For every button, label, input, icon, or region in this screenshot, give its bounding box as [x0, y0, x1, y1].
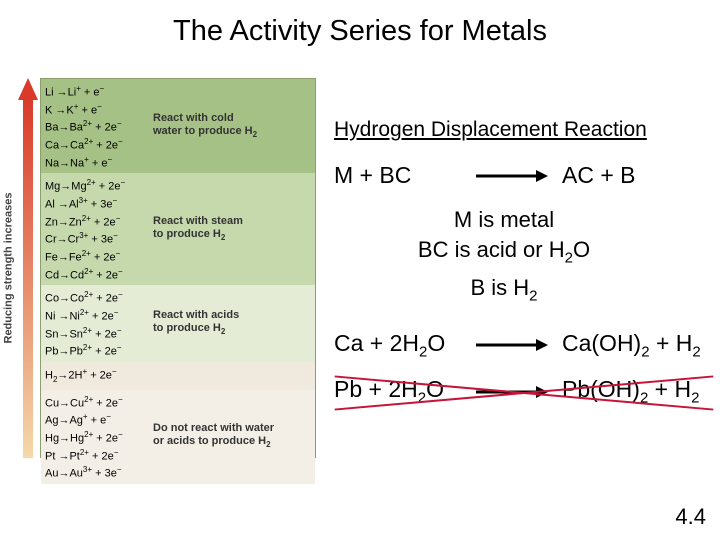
band-reactions: Li →Li+ + e−K →K+ + e−Ba→Ba2+ + 2e−Ca→Ca…	[41, 79, 153, 173]
band: Co→Co2+ + 2e−Ni →Ni2+ + 2e−Sn→Sn2+ + 2e−…	[41, 285, 315, 362]
band-reactions: H2→2H+ + 2e−	[41, 362, 153, 390]
band-description: React with coldwater to produce H2	[153, 112, 315, 141]
band-container: Li →Li+ + e−K →K+ + e−Ba→Ba2+ + 2e−Ca→Ca…	[41, 79, 315, 457]
right-content: Hydrogen Displacement Reaction M + BC AC…	[334, 118, 714, 423]
reaction-arrow-icon	[476, 338, 548, 352]
vertical-axis-label: Reducing strength increases	[0, 78, 18, 458]
definition-line: M is metal	[334, 205, 674, 235]
arrow-head	[18, 78, 38, 100]
band: Li →Li+ + e−K →K+ + e−Ba→Ba2+ + 2e−Ca→Ca…	[41, 79, 315, 173]
band: H2→2H+ + 2e−	[41, 362, 315, 390]
band-reactions: Cu→Cu2+ + 2e−Ag→Ag+ + e−Hg→Hg2+ + 2e−Pt …	[41, 390, 153, 484]
gradient-arrow	[18, 78, 38, 458]
arrow-stem	[23, 98, 33, 458]
definitions-block: M is metalBC is acid or H2OB is H2	[334, 205, 674, 312]
eq-lhs: Ca + 2H2O	[334, 330, 468, 361]
page-title: The Activity Series for Metals	[0, 15, 720, 48]
band-description: React with steamto produce H2	[153, 215, 315, 244]
band-reactions: Mg→Mg2+ + 2e−Al →Al3+ + 3e−Zn→Zn2+ + 2e−…	[41, 173, 153, 285]
reaction-arrow-icon	[476, 169, 548, 183]
section-heading: Hydrogen Displacement Reaction	[334, 118, 714, 142]
band: Mg→Mg2+ + 2e−Al →Al3+ + 3e−Zn→Zn2+ + 2e−…	[41, 173, 315, 285]
activity-series-panel: Li →Li+ + e−K →K+ + e−Ba→Ba2+ + 2e−Ca→Ca…	[40, 78, 316, 458]
eq-rhs: AC + B	[562, 162, 636, 189]
band-description: Do not react with wateror acids to produ…	[153, 422, 315, 451]
page-number: 4.4	[675, 504, 706, 530]
definition-line: B is H2	[334, 273, 674, 311]
band: Cu→Cu2+ + 2e−Ag→Ag+ + e−Hg→Hg2+ + 2e−Pt …	[41, 390, 315, 484]
band-reactions: Co→Co2+ + 2e−Ni →Ni2+ + 2e−Sn→Sn2+ + 2e−…	[41, 285, 153, 362]
eq-rhs: Ca(OH)2 + H2	[562, 330, 701, 361]
vertical-axis-text: Reducing strength increases	[2, 193, 14, 344]
equation-generic: M + BC AC + B	[334, 162, 714, 189]
definition-line: BC is acid or H2O	[334, 235, 674, 273]
equation-pb-crossed: Pb + 2H2O Pb(OH)2 + H2	[334, 376, 714, 407]
band-description: React with acidsto produce H2	[153, 309, 315, 338]
equation-ca: Ca + 2H2O Ca(OH)2 + H2	[334, 330, 714, 361]
eq-lhs: M + BC	[334, 162, 468, 189]
